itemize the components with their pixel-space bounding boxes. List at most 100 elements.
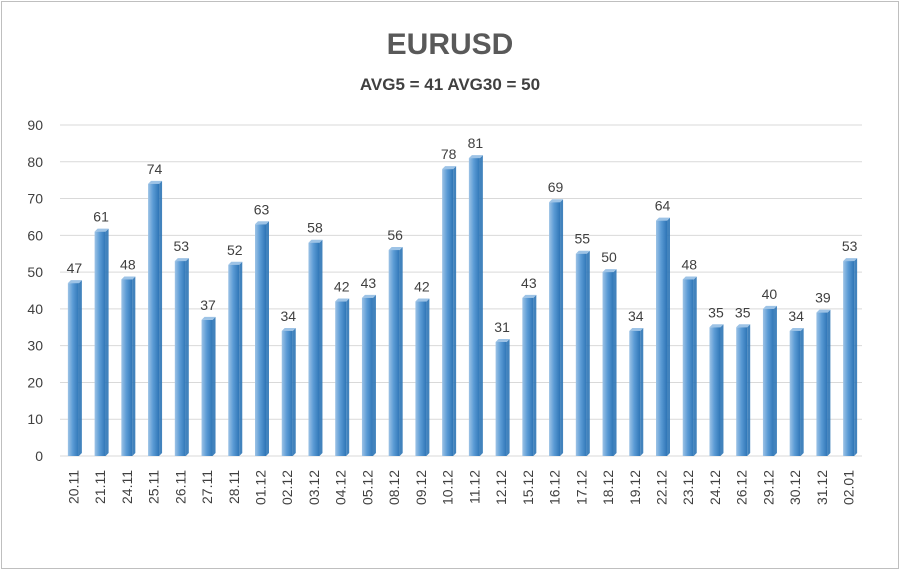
bars [67,155,858,456]
data-label: 42 [334,279,350,295]
bar [281,327,296,456]
bar [789,327,804,456]
x-tick-label: 08.12 [386,470,402,505]
data-label: 63 [254,201,270,217]
x-tick-label: 01.12 [253,470,269,505]
y-tick-label: 20 [27,374,43,390]
bar [575,250,590,456]
bar [468,155,483,456]
x-tick-label: 26.12 [734,470,750,505]
data-label: 35 [735,304,751,320]
data-label: 40 [762,286,778,302]
x-tick-label: 02.01 [841,470,857,505]
bar [121,276,136,456]
y-tick-label: 60 [27,227,43,243]
data-label: 34 [628,308,644,324]
x-tick-label: 24.12 [707,470,723,505]
bar [843,258,858,456]
y-tick-label: 0 [35,448,43,464]
data-labels: 47 61 48 74 53 37 52 63 34 58 42 43 56 42 78 81 31 43 69 55… [67,135,858,335]
x-tick-label: 22.12 [654,470,670,505]
x-tick-label: 24.11 [119,470,135,504]
x-tick-label: 23.12 [680,470,696,505]
x-tick-label: 27.11 [199,470,215,504]
data-label: 53 [842,238,858,254]
data-label: 35 [708,304,724,320]
x-tick-label: 16.12 [547,470,563,505]
y-tick-label: 10 [27,411,43,427]
bar [549,199,564,456]
x-axis-ticks: 20.11 21.11 24.11 25.11 26.11 27.11 28.11 01.12… [65,470,856,505]
chart-subtitle: AVG5 = 41 AVG30 = 50 [359,75,541,94]
x-tick-label: 20.11 [65,470,81,504]
x-tick-label: 29.12 [760,470,776,505]
x-tick-label: 11.12 [466,470,482,504]
bar [629,327,644,456]
x-tick-label: 25.11 [146,470,162,504]
x-tick-label: 09.12 [413,470,429,505]
x-tick-label: 17.12 [573,470,589,505]
bar [816,309,831,456]
bar [174,258,189,456]
x-tick-label: 03.12 [306,470,322,505]
y-tick-label: 40 [27,301,43,317]
data-label: 58 [307,220,323,236]
data-label: 42 [414,279,430,295]
bar [148,180,163,456]
data-label: 43 [521,275,537,291]
data-label: 78 [441,146,457,162]
bar [762,305,777,456]
bar [255,221,269,456]
data-label: 55 [575,231,591,247]
y-tick-label: 80 [27,154,43,170]
x-tick-label: 28.11 [226,470,242,504]
x-tick-label: 02.12 [279,470,295,505]
data-label: 39 [815,290,831,306]
y-tick-label: 70 [27,191,43,207]
data-label: 47 [67,260,83,276]
data-label: 81 [468,135,484,151]
bar [228,261,243,456]
x-tick-label: 12.12 [493,470,509,505]
bar [522,294,537,456]
data-label: 56 [387,227,403,243]
x-tick-label: 04.12 [333,470,349,505]
data-label: 53 [174,238,190,254]
bar [335,298,350,456]
y-tick-label: 50 [27,264,43,280]
bar [495,338,510,456]
data-label: 64 [655,198,671,214]
bar [415,298,430,456]
gridlines [60,124,862,457]
x-tick-label: 10.12 [440,470,456,505]
x-tick-label: 15.12 [520,470,536,505]
x-tick-label: 05.12 [359,470,375,505]
data-label: 52 [227,242,243,258]
data-label: 31 [494,319,510,335]
bar [656,217,670,456]
data-label: 34 [788,308,804,324]
bar [94,228,109,456]
bar [602,269,617,456]
bar [682,276,697,456]
x-tick-label: 21.11 [92,470,108,504]
data-label: 69 [548,179,564,195]
bar [442,166,457,456]
data-label: 74 [147,161,163,177]
bar [308,239,323,456]
bar [736,324,751,456]
data-label: 61 [93,209,109,225]
chart-title: EURUSD [386,28,514,61]
data-label: 34 [280,308,296,324]
y-tick-label: 90 [27,117,43,133]
bar [709,324,724,456]
data-label: 43 [361,275,377,291]
data-label: 50 [601,249,617,265]
x-tick-label: 30.12 [787,470,803,505]
x-tick-label: 26.11 [172,470,188,504]
bar [361,294,376,456]
bar [201,316,216,456]
x-tick-label: 31.12 [814,470,830,505]
y-tick-label: 30 [27,338,43,354]
